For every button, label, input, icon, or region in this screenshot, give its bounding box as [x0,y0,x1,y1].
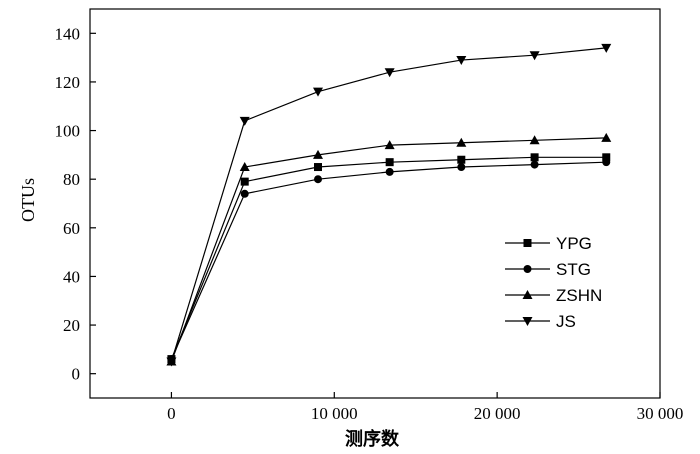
data-point-stg [602,158,611,167]
y-tick-label: 60 [63,219,80,238]
data-point-js [384,68,395,78]
legend-marker-zshn [522,290,533,299]
series-line-stg [170,161,607,360]
series-line-js [170,47,607,362]
data-point-ypg [602,153,611,162]
data-point-js [529,51,540,61]
x-tick-label: 30 000 [637,404,684,423]
data-point-stg [385,167,394,176]
data-point-js [239,116,250,126]
y-tick-label: 140 [55,24,81,43]
y-tick-label: 40 [63,267,80,286]
y-tick-label: 20 [63,316,80,335]
y-axis-ticks: 0 20 40 60 80 100 120 140 [55,24,96,384]
legend-marker-ypg [523,239,532,247]
data-point-js [601,43,612,53]
data-point-ypg [240,177,249,186]
legend-label: STG [556,260,591,279]
data-point-ypg [314,163,322,172]
data-point-zshn [313,149,323,159]
x-axis-title: 测序数 [345,428,400,450]
data-point-stg [314,175,322,184]
data-point-zshn [529,135,540,145]
x-tick-label: 10 000 [311,404,358,423]
plot-frame [89,8,661,399]
x-tick-label: 20 000 [474,404,521,423]
series-ypg [167,153,611,364]
y-axis-title: OTUs [18,178,38,222]
data-point-ypg [385,158,394,167]
data-point-zshn [601,132,612,142]
legend-item-js: JS [505,312,576,331]
legend-label: ZSHN [556,286,602,305]
series-js [166,43,612,367]
data-point-stg [240,189,249,198]
series-layer [166,43,612,367]
legend-label: JS [556,312,576,331]
data-point-js [313,87,323,97]
legend-item-ypg: YPG [505,234,592,253]
y-tick-label: 0 [72,365,81,384]
series-stg [167,158,611,364]
legend-item-zshn: ZSHN [505,286,602,305]
y-tick-label: 120 [55,73,81,92]
data-point-ypg [457,155,466,164]
data-point-ypg [530,153,539,162]
y-tick-label: 80 [63,170,80,189]
data-point-js [166,357,177,367]
y-tick-label: 100 [55,122,81,141]
legend-label: YPG [556,234,592,253]
legend-item-stg: STG [505,260,591,279]
x-axis-ticks: 0 10 000 20 000 30 000 [167,392,683,423]
data-point-stg [457,163,466,172]
x-tick-label: 0 [167,404,176,423]
series-zshn [166,132,612,366]
data-point-zshn [384,140,395,150]
data-point-zshn [456,137,467,147]
data-point-stg [530,160,539,169]
data-point-js [456,56,467,66]
legend-marker-stg [523,265,532,273]
legend: YPG STG ZSHN JS [505,234,602,331]
data-point-zshn [239,162,250,172]
legend-marker-js [522,317,533,326]
